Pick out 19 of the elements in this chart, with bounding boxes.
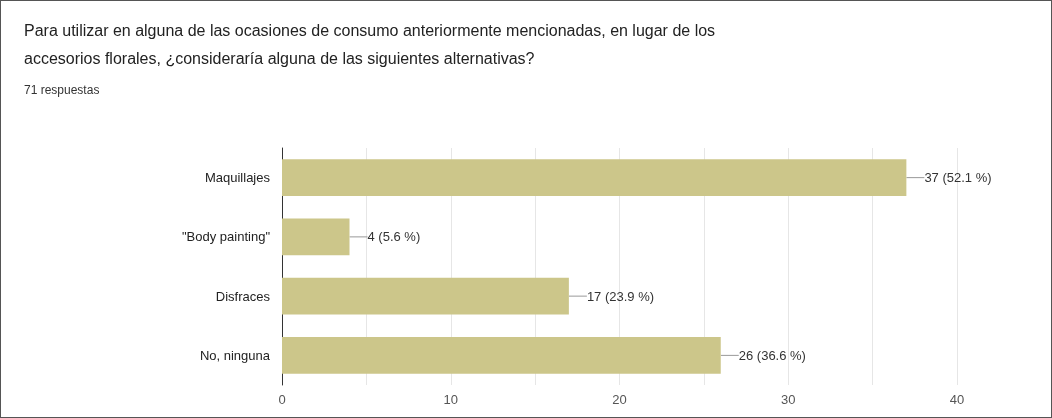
- data-label: 17 (23.9 %): [586, 288, 655, 304]
- bar: [282, 218, 350, 256]
- chart-title: Para utilizar en alguna de las ocasiones de consumo anteriormente mencionadas, en lugar de los accesorios florales, ¿consideraría alguna de las siguientes alternativas?: [24, 21, 720, 67]
- x-tick-label: 40: [949, 392, 965, 407]
- y-tick-label: No, ninguna: [199, 347, 271, 363]
- text: 71 respuestas: [24, 83, 100, 97]
- x-tick-label: 10: [443, 392, 458, 407]
- x-tick-label: 20: [612, 392, 627, 407]
- bar: [282, 159, 907, 196]
- data-label: 26 (36.6 %): [738, 347, 806, 363]
- x-tick-label: 0: [278, 392, 286, 407]
- bar: [282, 277, 569, 315]
- data-label: 37 (52.1 %): [924, 170, 992, 186]
- x-tick-label: 30: [781, 392, 796, 407]
- bar: [282, 337, 721, 374]
- y-tick-label: Disfraces: [215, 288, 271, 304]
- data-label: 4 (5.6 %): [367, 229, 421, 245]
- y-tick-label: Maquillajes: [204, 170, 271, 186]
- y-tick-label: "Body painting": [181, 229, 271, 245]
